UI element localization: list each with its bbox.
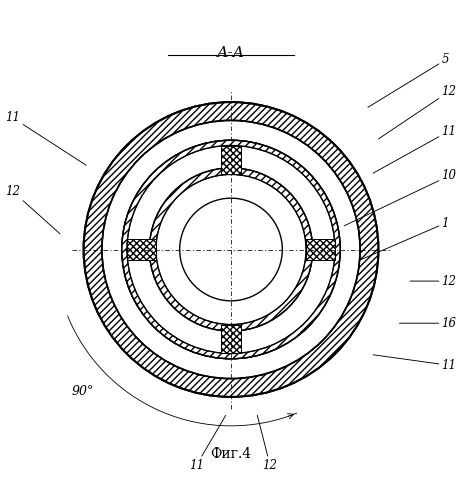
Text: 11: 11 [373,355,456,372]
Polygon shape [221,146,241,175]
Text: 11: 11 [373,125,456,173]
Text: А-А: А-А [217,46,245,60]
Polygon shape [221,324,241,353]
Text: 12: 12 [257,415,278,472]
Text: 16: 16 [400,317,456,330]
Text: 10: 10 [344,169,456,226]
Text: 90°: 90° [72,385,94,398]
Text: Фиг.4: Фиг.4 [210,447,252,461]
Text: 12: 12 [6,185,60,234]
Text: 11: 11 [189,415,226,472]
Text: 1: 1 [360,217,449,260]
Text: 12: 12 [378,85,456,139]
Text: 11: 11 [6,111,86,165]
Text: 5: 5 [368,53,449,107]
Polygon shape [306,240,335,259]
Polygon shape [127,240,156,259]
Text: 12: 12 [410,274,456,287]
